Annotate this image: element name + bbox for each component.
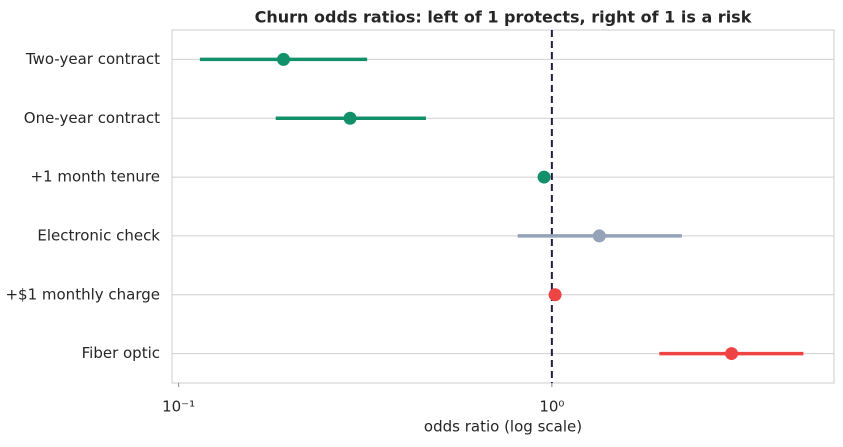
- point-estimate: [725, 347, 739, 361]
- x-axis-label: odds ratio (log scale): [424, 418, 582, 436]
- point-estimate: [592, 229, 606, 243]
- point-estimate: [537, 170, 551, 184]
- point-estimate: [343, 111, 357, 125]
- plot-frame: [171, 29, 835, 384]
- x-tick-label: 10⁰: [539, 398, 564, 416]
- y-tick-label: Two-year contract: [25, 50, 160, 68]
- y-tick-label: +$1 monthly charge: [5, 285, 160, 303]
- point-estimate: [277, 52, 291, 66]
- y-tick-label: +1 month tenure: [30, 168, 160, 186]
- y-tick-label: Fiber optic: [82, 344, 160, 362]
- x-tick-label: 10⁻¹: [162, 398, 195, 416]
- point-estimate: [548, 288, 562, 302]
- y-tick-label: One-year contract: [24, 109, 160, 127]
- chart-title: Churn odds ratios: left of 1 protects, r…: [255, 8, 752, 27]
- y-tick-label: Electronic check: [37, 226, 160, 244]
